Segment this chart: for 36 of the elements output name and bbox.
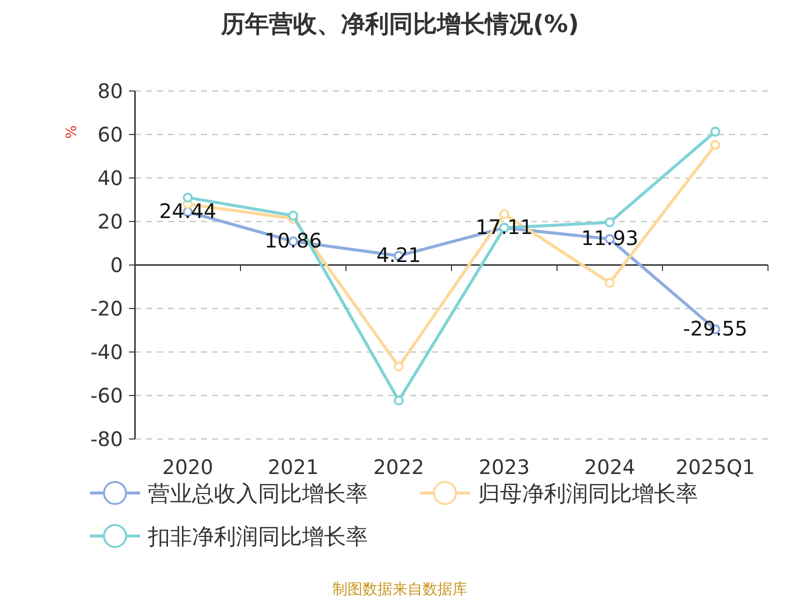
data-label: 10.86 <box>264 228 322 252</box>
point <box>499 209 510 220</box>
y-tick-label: 60 <box>98 122 123 146</box>
y-tick-label: 20 <box>98 210 123 234</box>
x-tick-label: 2020 <box>162 455 214 479</box>
y-tick-label: 80 <box>98 79 123 103</box>
point <box>604 217 615 228</box>
y-tick-label: 0 <box>110 253 123 277</box>
x-tick-label: 2022 <box>373 455 424 479</box>
y-tick-label: -40 <box>90 340 123 364</box>
x-tick-label: 2025Q1 <box>676 455 755 479</box>
chart-title: 历年营收、净利同比增长情况(%) <box>220 10 579 38</box>
legend-label: 营业总收入同比增长率 <box>148 482 368 507</box>
point <box>710 126 720 137</box>
text: 制图数据来自数据库 <box>332 580 468 598</box>
data-label: 4.21 <box>376 242 422 267</box>
point <box>394 362 404 372</box>
legend-label: 归母净利润同比增长率 <box>478 482 698 507</box>
y-tick-label: -20 <box>90 296 123 320</box>
point <box>288 210 298 221</box>
y-tick-label: -60 <box>90 384 123 408</box>
point <box>710 140 720 150</box>
x-tick-label: 2023 <box>478 455 530 479</box>
y-axis-title: % <box>64 125 80 139</box>
data-label: 11.93 <box>581 226 638 250</box>
x-tick-label: 2024 <box>584 455 636 479</box>
point <box>182 192 193 203</box>
point <box>394 396 404 406</box>
data-label: 17.11 <box>476 214 533 239</box>
legend-label: 扣非净利润同比增长率 <box>147 525 368 550</box>
data-label: 24.44 <box>159 198 216 223</box>
y-tick-label: -80 <box>90 427 123 451</box>
point <box>604 278 615 288</box>
y-tick-label: 40 <box>98 166 123 190</box>
data-label: -29.55 <box>683 316 748 340</box>
x-tick-label: 2021 <box>268 455 319 479</box>
